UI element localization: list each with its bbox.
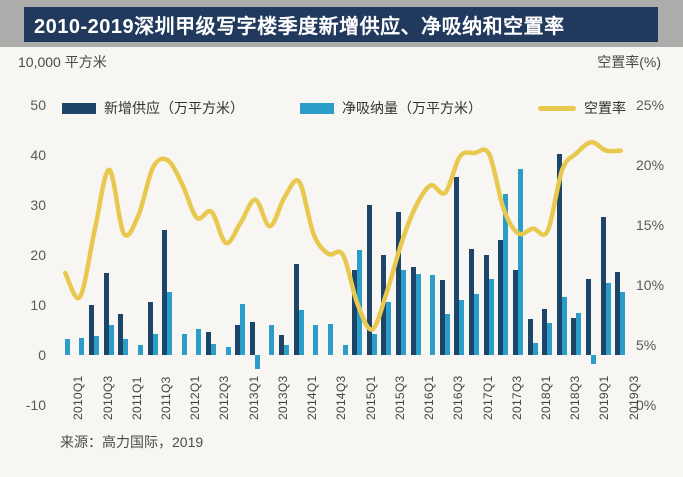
chart-title-bar: 2010-2019深圳甲级写字楼季度新增供应、净吸纳和空置率 <box>24 7 658 42</box>
absorption-bar <box>342 345 348 355</box>
absorption-bar <box>459 300 465 355</box>
supply-bar <box>118 313 124 355</box>
right-axis-tick: 20% <box>636 157 665 173</box>
absorption-bar <box>108 325 114 355</box>
right-axis-tick: 5% <box>636 337 657 353</box>
absorption-bar <box>590 355 596 364</box>
right-axis-tick: 0% <box>636 397 657 413</box>
left-axis-tick: -10 <box>25 397 46 413</box>
left-axis-tick: 0 <box>38 347 46 363</box>
absorption-bar <box>137 345 143 355</box>
x-axis-label: 2019Q1 <box>597 375 612 420</box>
absorption-bar <box>576 312 582 355</box>
x-axis-label: 2011Q1 <box>129 376 144 420</box>
x-axis-label: 2015Q1 <box>363 375 378 420</box>
supply-bar <box>235 325 241 355</box>
absorption-bar <box>94 336 100 355</box>
chart-title: 2010-2019深圳甲级写字楼季度新增供应、净吸纳和空置率 <box>34 16 565 38</box>
x-axis-label: 2017Q3 <box>509 375 524 420</box>
supply-swatch <box>62 102 96 114</box>
left-axis-tick: 20 <box>30 247 46 263</box>
absorption-bar <box>123 338 129 355</box>
supply-bar <box>542 308 548 355</box>
absorption-bar <box>254 355 260 369</box>
absorption-bar <box>561 296 567 355</box>
right-axis-tick: 15% <box>636 217 665 233</box>
x-axis-label: 2014Q3 <box>334 375 349 420</box>
supply-bar <box>366 205 372 355</box>
left-axis-tick: 50 <box>30 97 46 113</box>
absorption-bar <box>298 310 304 355</box>
absorption-bar <box>196 328 202 355</box>
left-axis-tick: 40 <box>30 147 46 163</box>
legend-label-absorption: 净吸纳量（万平方米） <box>342 100 482 116</box>
legend-item-absorption: 净吸纳量（万平方米） <box>300 98 482 118</box>
legend-label-supply: 新增供应（万平方米） <box>104 100 244 116</box>
absorption-bar <box>210 343 216 355</box>
absorption-bar <box>547 322 553 355</box>
absorption-bar <box>371 333 377 355</box>
absorption-bar <box>357 250 363 355</box>
absorption-bar <box>400 270 406 355</box>
absorption-bar <box>605 282 611 355</box>
x-axis-label: 2013Q1 <box>246 375 261 420</box>
absorption-bar <box>488 278 494 355</box>
vacancy-line-swatch <box>538 105 576 111</box>
source-note: 来源：高力国际，2019 <box>60 434 204 450</box>
supply-bar <box>205 331 211 355</box>
x-axis-label: 2012Q3 <box>217 375 232 420</box>
legend-item-vacancy: 空置率 <box>538 98 626 118</box>
absorption-bar <box>284 345 290 355</box>
left-axis-unit-label: 10,000 平方米 <box>18 54 107 70</box>
absorption-bar <box>386 301 392 355</box>
supply-bar <box>527 318 533 355</box>
absorption-bar <box>474 293 480 355</box>
absorption-bar <box>269 325 275 355</box>
absorption-swatch <box>300 102 334 114</box>
absorption-bar <box>225 346 231 355</box>
right-axis-tick: 25% <box>636 97 665 113</box>
legend: 新增供应（万平方米） 净吸纳量（万平方米） 空置率 <box>62 98 626 118</box>
left-axis-tick: 10 <box>30 297 46 313</box>
absorption-bar <box>313 325 319 355</box>
x-axis-label: 2014Q1 <box>305 375 320 420</box>
x-axis-label: 2011Q3 <box>159 376 173 420</box>
absorption-bar <box>79 338 85 355</box>
x-axis-label: 2016Q3 <box>451 375 466 420</box>
x-axis-label: 2017Q1 <box>480 375 495 420</box>
absorption-bar <box>327 323 333 355</box>
absorption-bar <box>430 275 436 355</box>
absorption-bar <box>517 169 523 355</box>
absorption-bar <box>415 273 421 355</box>
right-axis-unit-label: 空置率(%) <box>597 54 661 70</box>
legend-label-vacancy: 空置率 <box>584 100 626 116</box>
absorption-bar <box>167 291 173 355</box>
x-axis-label: 2019Q3 <box>626 375 641 420</box>
supply-bar <box>585 278 591 355</box>
left-axis-tick: 30 <box>30 197 46 213</box>
right-axis-tick: 10% <box>636 277 665 293</box>
x-axis-label: 2012Q1 <box>188 375 203 420</box>
x-axis-label: 2016Q1 <box>422 375 437 420</box>
x-axis-label: 2010Q1 <box>71 375 86 420</box>
absorption-bar <box>444 313 450 355</box>
absorption-bar <box>152 333 158 355</box>
x-axis-label: 2015Q3 <box>392 375 407 420</box>
supply-bar <box>571 317 577 355</box>
supply-bar <box>249 321 255 355</box>
x-axis-label: 2010Q3 <box>100 375 115 420</box>
x-axis-label: 2018Q1 <box>539 375 553 420</box>
legend-item-supply: 新增供应（万平方米） <box>62 98 244 118</box>
absorption-bar <box>620 291 626 355</box>
absorption-bar <box>532 342 538 355</box>
x-axis-label: 2013Q3 <box>275 375 290 420</box>
absorption-bar <box>503 193 509 355</box>
absorption-bar <box>181 333 187 355</box>
x-axis-label: 2018Q3 <box>568 375 583 420</box>
supply-bar <box>279 335 285 355</box>
absorption-bar <box>64 338 70 355</box>
absorption-bar <box>240 303 246 355</box>
